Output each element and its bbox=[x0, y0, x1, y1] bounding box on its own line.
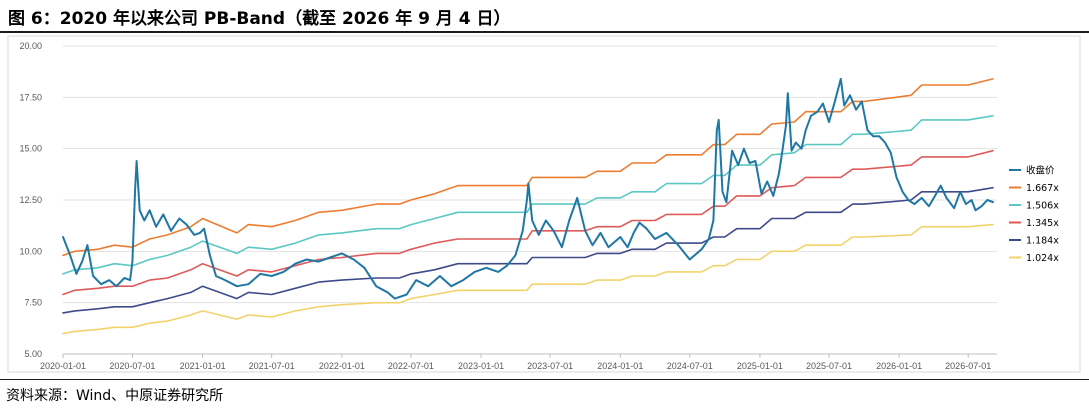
x-tick-label: 2020-01-01 bbox=[40, 361, 86, 371]
x-tick-label: 2020-07-01 bbox=[109, 361, 155, 371]
plot-frame bbox=[7, 35, 1081, 373]
series-line-1_506x bbox=[62, 115, 994, 275]
x-tick-label: 2023-07-01 bbox=[527, 361, 573, 371]
x-tick-label: 2023-01-01 bbox=[458, 361, 504, 371]
series-line-1_345x bbox=[62, 149, 994, 296]
top-rule bbox=[0, 31, 1089, 33]
axes: 5.00 7.50 10.00 12.50 15.00 17.50 20.00 2020-01… bbox=[19, 41, 991, 371]
gridlines bbox=[63, 45, 997, 355]
y-tick-label: 20.00 bbox=[19, 41, 42, 51]
y-tick-label: 10.00 bbox=[19, 246, 42, 256]
y-tick-label: 5.00 bbox=[24, 349, 42, 359]
x-tick-label: 2024-01-01 bbox=[597, 361, 643, 371]
source-note: 资料来源：Wind、中原证券研究所 bbox=[6, 388, 224, 404]
x-tick-label: 2025-01-01 bbox=[737, 361, 783, 371]
legend-label: 1.667x bbox=[1026, 183, 1059, 194]
pb-band-chart: 5.00 7.50 10.00 12.50 15.00 17.50 20.00 2020-01… bbox=[7, 35, 1081, 373]
figure-title: 图 6：2020 年以来公司 PB-Band（截至 2026 年 9 月 4 日… bbox=[8, 9, 511, 29]
x-tick-label: 2022-07-01 bbox=[388, 361, 434, 371]
series-line-1_184x bbox=[62, 186, 994, 314]
legend-label: 1.506x bbox=[1026, 201, 1059, 212]
x-tick-label: 2025-07-01 bbox=[806, 361, 852, 371]
legend-label: 收盘价 bbox=[1026, 165, 1055, 177]
series-line-1_024x bbox=[62, 223, 994, 335]
x-tick-label: 2026-07-01 bbox=[945, 361, 991, 371]
x-tick-label: 2026-01-01 bbox=[876, 361, 922, 371]
series-line-close-price bbox=[62, 77, 994, 300]
x-tick-label: 2021-01-01 bbox=[180, 361, 226, 371]
y-tick-label: 15.00 bbox=[19, 144, 42, 154]
y-tick-label: 12.50 bbox=[19, 195, 42, 205]
legend: 收盘价 1.667x 1.506x 1.345x 1.184x 1.024x bbox=[1009, 165, 1059, 264]
legend-label: 1.184x bbox=[1026, 236, 1059, 247]
y-tick-label: 17.50 bbox=[19, 92, 42, 102]
x-tick-label: 2024-07-01 bbox=[667, 361, 713, 371]
series-lines bbox=[62, 77, 994, 335]
y-tick-label: 7.50 bbox=[24, 298, 42, 308]
series-line-1_667x bbox=[62, 78, 994, 257]
legend-label: 1.024x bbox=[1026, 253, 1059, 264]
x-tick-label: 2022-01-01 bbox=[319, 361, 365, 371]
legend-label: 1.345x bbox=[1026, 218, 1059, 229]
x-tick-label: 2021-07-01 bbox=[249, 361, 295, 371]
bottom-rule bbox=[0, 379, 1089, 380]
